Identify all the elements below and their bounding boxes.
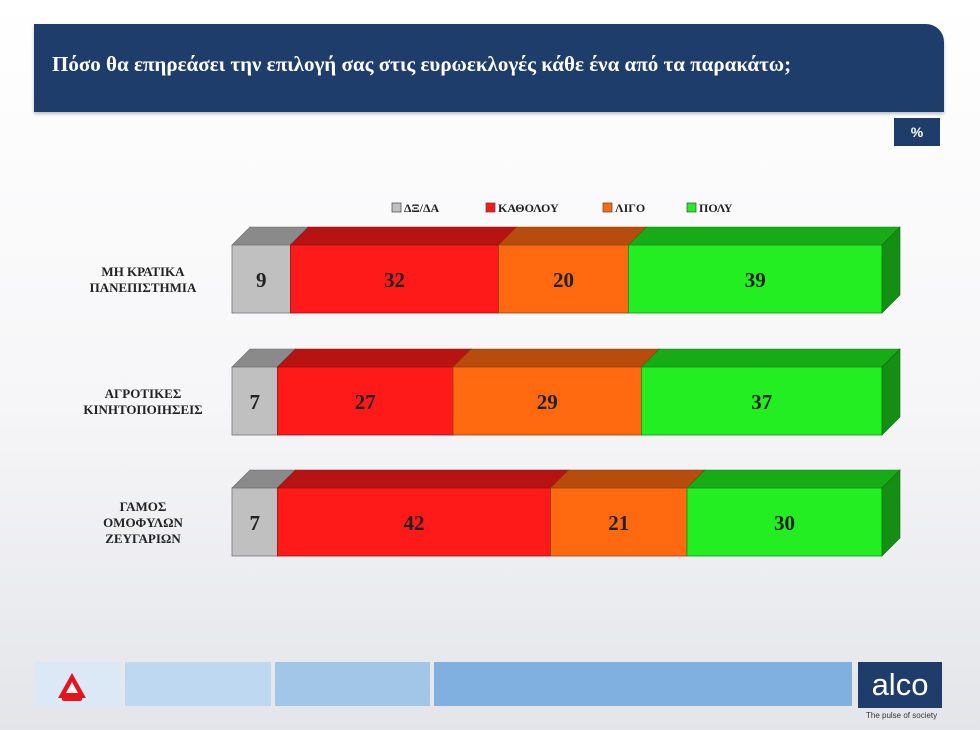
- footer-strip: [35, 662, 855, 706]
- data-label: 39: [745, 268, 766, 292]
- category-label: ΓΑΜΟΣ: [120, 499, 167, 514]
- category-label: ΖΕΥΓΑΡΙΩΝ: [105, 531, 181, 546]
- legend-swatch: [391, 202, 402, 213]
- footer-tile: [434, 662, 852, 706]
- title-bar: Πόσο θα επηρεάσει την επιλογή σας στις ε…: [34, 24, 944, 112]
- data-label: 32: [384, 268, 405, 292]
- bar-segment: [231, 366, 278, 436]
- data-label: 7: [250, 511, 261, 535]
- footer-tile: [125, 662, 271, 706]
- bar-top-face: [497, 226, 648, 246]
- data-label: 7: [250, 390, 261, 414]
- bar-segment: [277, 487, 551, 557]
- bar-segment: [628, 244, 883, 314]
- legend-swatch: [602, 202, 613, 213]
- alpha-news-logo: [58, 673, 86, 701]
- bar-segment: [498, 244, 629, 314]
- bar-segment: [686, 487, 883, 557]
- bar-segment: [550, 487, 688, 557]
- data-label: 20: [553, 268, 574, 292]
- category-label: ΟΜΟΦΥΛΩΝ: [103, 515, 183, 530]
- data-label: 29: [537, 390, 558, 414]
- data-label: 30: [774, 511, 795, 535]
- bar-segment: [290, 244, 499, 314]
- bar-segment: [452, 366, 642, 436]
- bar-top-face: [276, 348, 472, 368]
- bar-side-face: [881, 226, 901, 314]
- category-label: ΚΙΝΗΤΟΠΟΙΗΣΕΙΣ: [83, 402, 202, 417]
- data-label: 37: [751, 390, 772, 414]
- category-label: ΑΓΡΟΤΙΚΕΣ: [105, 386, 182, 401]
- bar-top-face: [452, 348, 661, 368]
- bar-top-face: [549, 469, 706, 489]
- legend-swatch: [686, 202, 697, 213]
- bar-segment: [231, 244, 291, 314]
- data-label: 21: [608, 511, 629, 535]
- bar-top-face: [276, 469, 570, 489]
- legend-label: ΚΑΘΟΛΟΥ: [498, 201, 559, 215]
- data-label: 9: [256, 268, 267, 292]
- bar-segment: [277, 366, 454, 436]
- data-label: 42: [404, 511, 425, 535]
- legend-label: ΠΟΛΥ: [699, 201, 733, 215]
- data-label: 27: [355, 390, 376, 414]
- footer-tile: [275, 662, 430, 706]
- bar-side-face: [881, 469, 901, 557]
- bar-top-face: [289, 226, 518, 246]
- bar-top-face: [627, 226, 901, 246]
- percent-badge: %: [894, 118, 940, 146]
- bar-side-face: [881, 348, 901, 436]
- chart-title: Πόσο θα επηρεάσει την επιλογή σας στις ε…: [52, 52, 792, 76]
- stacked-bar-chart: ΔΞ/ΔΑ ΚΑΘΟΛΟΥ ΛΙΓΟ ΠΟΛΥ 9 32 20 39 ΜΗ ΚΡΑΤΙΚΑΠΑΝ…: [83, 201, 901, 557]
- bar-segment: [231, 487, 278, 557]
- legend-swatch: [485, 202, 496, 213]
- alco-logo: alco: [858, 662, 942, 708]
- bar-segment: [641, 366, 883, 436]
- bar-top-face: [686, 469, 901, 489]
- category-label: ΠΑΝΕΠΙΣΤΗΜΙΑ: [90, 280, 197, 295]
- bar-top-face: [640, 348, 901, 368]
- legend-label: ΛΙΓΟ: [615, 201, 645, 215]
- alco-tagline: The pulse of society: [866, 711, 938, 720]
- category-label: ΜΗ ΚΡΑΤΙΚΑ: [101, 264, 185, 279]
- legend-label: ΔΞ/ΔΑ: [404, 201, 440, 215]
